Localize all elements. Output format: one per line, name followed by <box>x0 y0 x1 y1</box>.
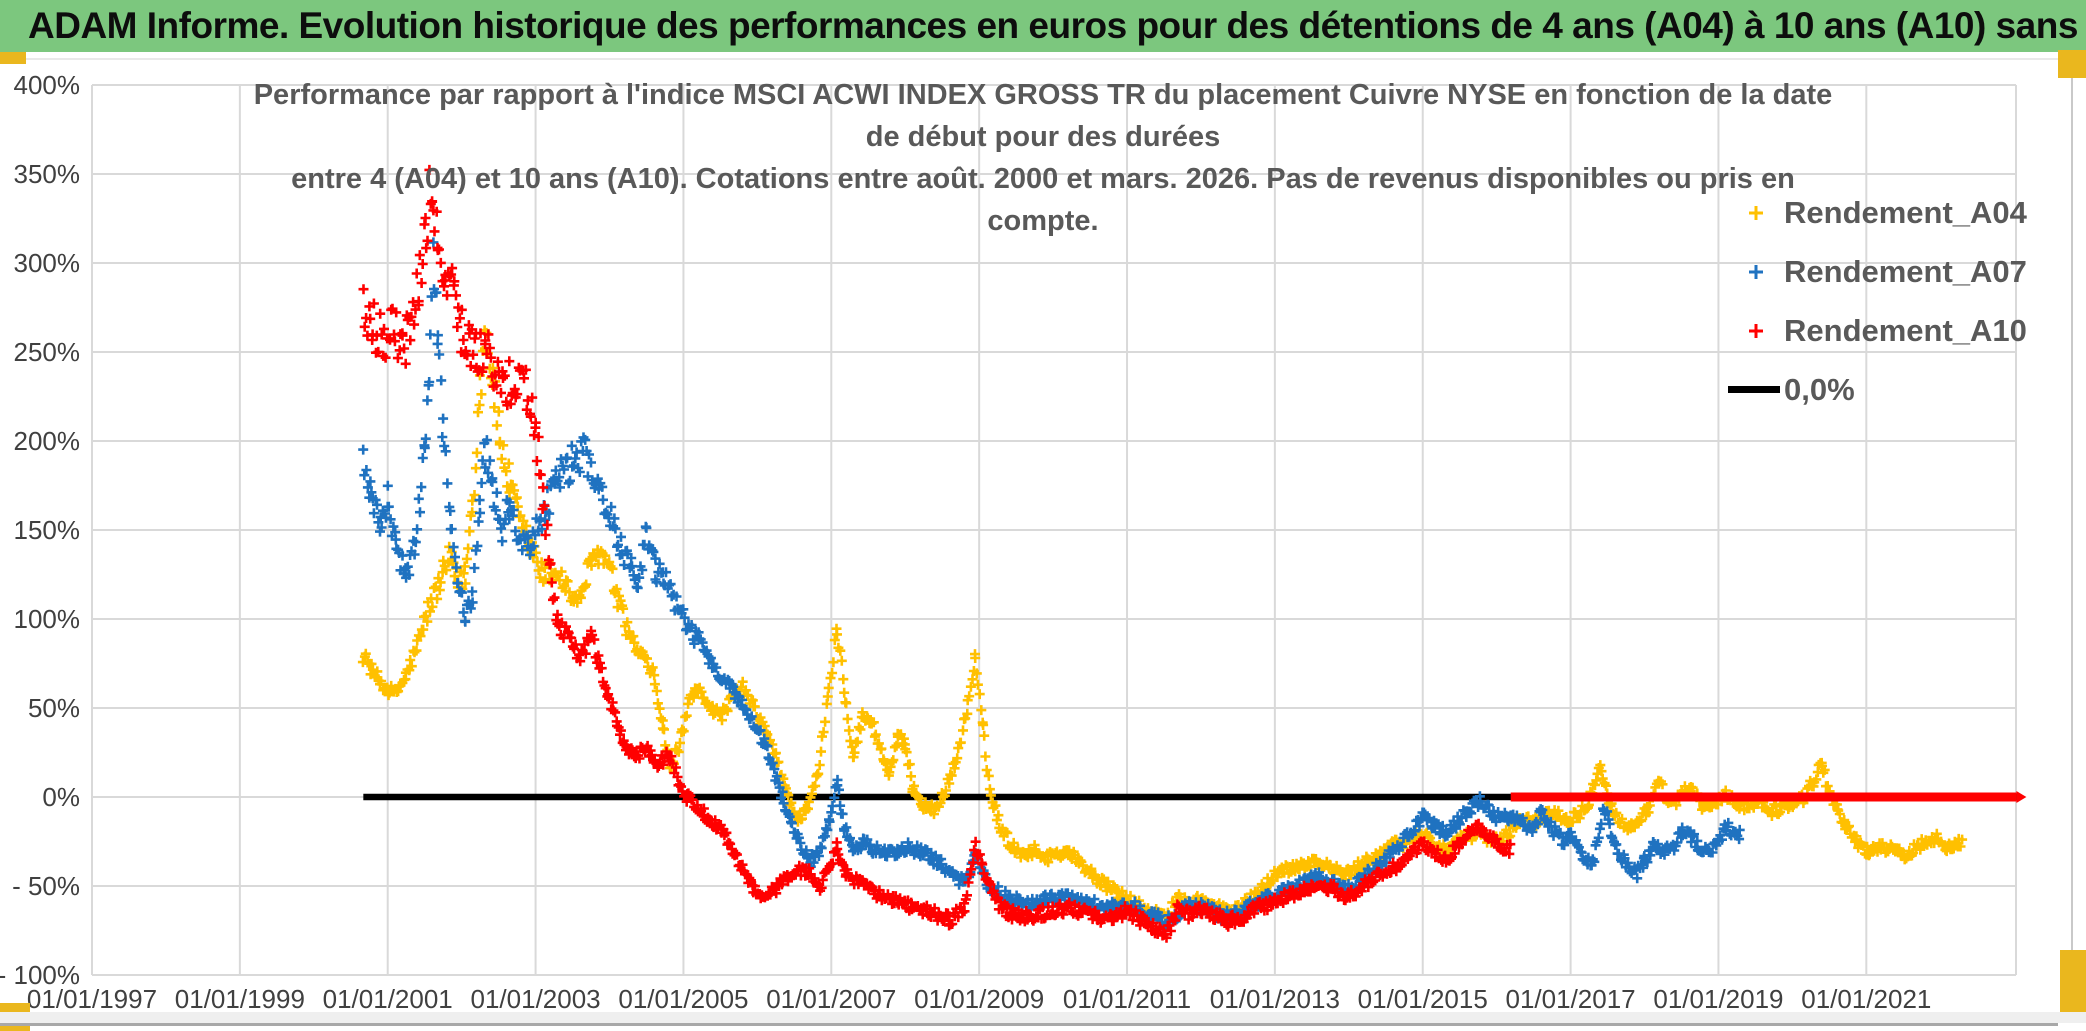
a10-flat-line-tip <box>2016 791 2027 803</box>
y-axis-label: 200% <box>14 426 81 456</box>
page-bottom-line <box>0 1023 2058 1026</box>
chart-title: Performance par rapport à l'indice MSCI … <box>233 74 1853 242</box>
legend-label: Rendement_A07 <box>1784 253 2027 289</box>
x-axis-label: 01/01/1997 <box>27 984 157 1014</box>
x-axis-label: 01/01/2019 <box>1653 984 1783 1014</box>
x-axis-label: 01/01/2007 <box>766 984 896 1014</box>
page-bottom-strip <box>0 1012 2086 1023</box>
legend-item-a07[interactable]: Rendement_A07 <box>1728 242 2027 301</box>
x-axis-label: 01/01/2005 <box>618 984 748 1014</box>
x-axis-label: 01/01/2021 <box>1801 984 1931 1014</box>
x-axis-label: 01/01/2001 <box>323 984 453 1014</box>
y-axis-label: - 100% <box>0 960 80 990</box>
y-axis-label: 350% <box>14 159 81 189</box>
legend: Rendement_A04 Rendement_A07 Rendement_A1… <box>1728 183 2027 419</box>
series-Rendement_A04 <box>357 325 1968 927</box>
x-axis-label: 01/01/2003 <box>471 984 601 1014</box>
banner-title: ADAM Informe. Evolution historique des p… <box>28 5 2086 46</box>
plus-marker-icon-a04 <box>1728 204 1784 222</box>
y-axis-label: 400% <box>14 70 81 100</box>
y-axis-label: 100% <box>14 604 81 634</box>
y-axis-label: 50% <box>28 693 80 723</box>
plus-marker-icon-a10 <box>1728 322 1784 340</box>
legend-label: 0,0% <box>1784 371 1855 407</box>
banner-separator <box>0 58 2086 60</box>
legend-item-a10[interactable]: Rendement_A10 <box>1728 301 2027 360</box>
legend-label: Rendement_A04 <box>1784 194 2027 230</box>
x-axis-label: 01/01/2017 <box>1506 984 1636 1014</box>
chart-title-line2: entre 4 (A04) et 10 ans (A10). Cotations… <box>291 163 1795 237</box>
y-axis-label: 150% <box>14 515 81 545</box>
corner-accent-top-left <box>0 52 26 64</box>
title-banner: ADAM Informe. Evolution historique des p… <box>0 0 2086 52</box>
legend-label: Rendement_A10 <box>1784 312 2027 348</box>
series-Rendement_A10 <box>358 164 1516 943</box>
y-axis-label: - 50% <box>12 871 80 901</box>
legend-item-a04[interactable]: Rendement_A04 <box>1728 183 2027 242</box>
x-axis-label: 01/01/2009 <box>914 984 1044 1014</box>
x-axis-label: 01/01/2011 <box>1063 984 1191 1014</box>
zero-line-sample-icon <box>1728 386 1784 393</box>
chart-title-line1: Performance par rapport à l'indice MSCI … <box>253 79 1833 153</box>
x-axis-label: 01/01/1999 <box>175 984 305 1014</box>
corner-accent-bottom-right <box>2060 950 2086 1012</box>
x-axis-label: 01/01/2013 <box>1210 984 1340 1014</box>
y-axis-label: 300% <box>14 248 81 278</box>
y-axis-label: 0% <box>42 782 80 812</box>
legend-item-zero-line[interactable]: 0,0% <box>1728 360 2027 419</box>
corner-accent-top-right <box>2058 50 2086 78</box>
plus-marker-icon-a07 <box>1728 263 1784 281</box>
page-right-border <box>2071 78 2073 950</box>
y-axis-label: 250% <box>14 337 81 367</box>
x-axis-label: 01/01/2015 <box>1358 984 1488 1014</box>
